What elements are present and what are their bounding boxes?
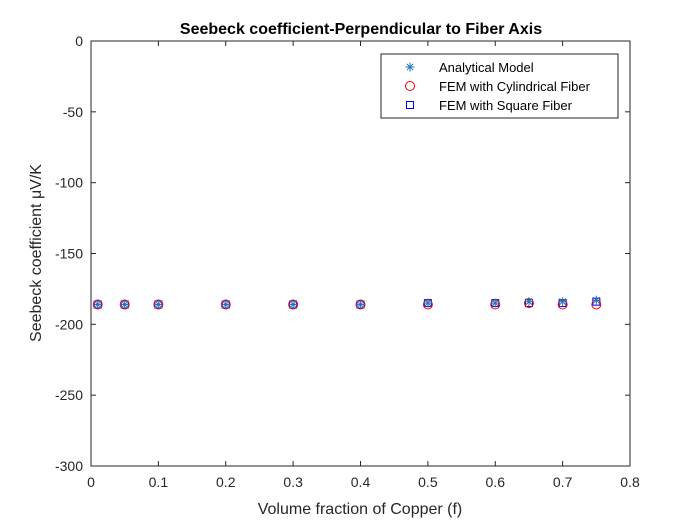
legend-entry-label: FEM with Square Fiber [439,98,573,113]
x-tick-label: 0.1 [149,474,169,490]
data-points [92,295,602,310]
legend-marker-asterisk [405,62,415,72]
y-tick-label: -200 [55,316,83,332]
x-axis: 0 0.1 0.2 0.3 0.4 0.5 0.6 0.7 0.8 [87,41,640,490]
y-tick-label: -250 [55,387,83,403]
y-tick-label: 0 [75,33,83,49]
x-tick-label: 0.7 [553,474,573,490]
x-tick-label: 0.8 [620,474,640,490]
x-tick-label: 0.5 [418,474,438,490]
legend-box [380,53,619,119]
x-tick-label: 0 [87,474,95,490]
point-asterisk [93,300,103,309]
legend-marker-square [406,101,414,109]
point-asterisk [153,300,163,309]
point-asterisk [591,295,601,305]
y-tick-label: -300 [55,458,83,474]
legend: Analytical Model FEM with Cylindrical Fib… [380,53,619,119]
point-asterisk [221,300,231,309]
legend-marker-circle [405,81,415,91]
x-tick-label: 0.6 [486,474,506,490]
legend-entry-label: FEM with Cylindrical Fiber [439,79,591,94]
point-asterisk [423,298,433,308]
point-asterisk [558,297,568,307]
chart-title: Seebeck coefficient-Perpendicular to Fib… [180,21,542,38]
point-asterisk [490,298,500,308]
x-tick-label: 0.2 [216,474,236,490]
x-tick-label: 0.4 [351,474,371,490]
y-axis-label: Seebeck coefficient μV/K [28,164,45,342]
y-tick-label: -100 [55,175,83,191]
x-axis-label: Volume fraction of Copper (f) [258,501,463,518]
point-asterisk [524,297,534,307]
legend-entry-label: Analytical Model [439,60,534,75]
y-tick-label: -150 [55,246,83,262]
x-tick-label: 0.3 [283,474,303,490]
y-tick-label: -50 [63,104,83,120]
y-axis: 0 -50 -100 -150 -200 -250 -300 [55,33,630,474]
point-asterisk [120,300,130,309]
point-asterisk [288,300,298,309]
point-asterisk [356,300,365,309]
